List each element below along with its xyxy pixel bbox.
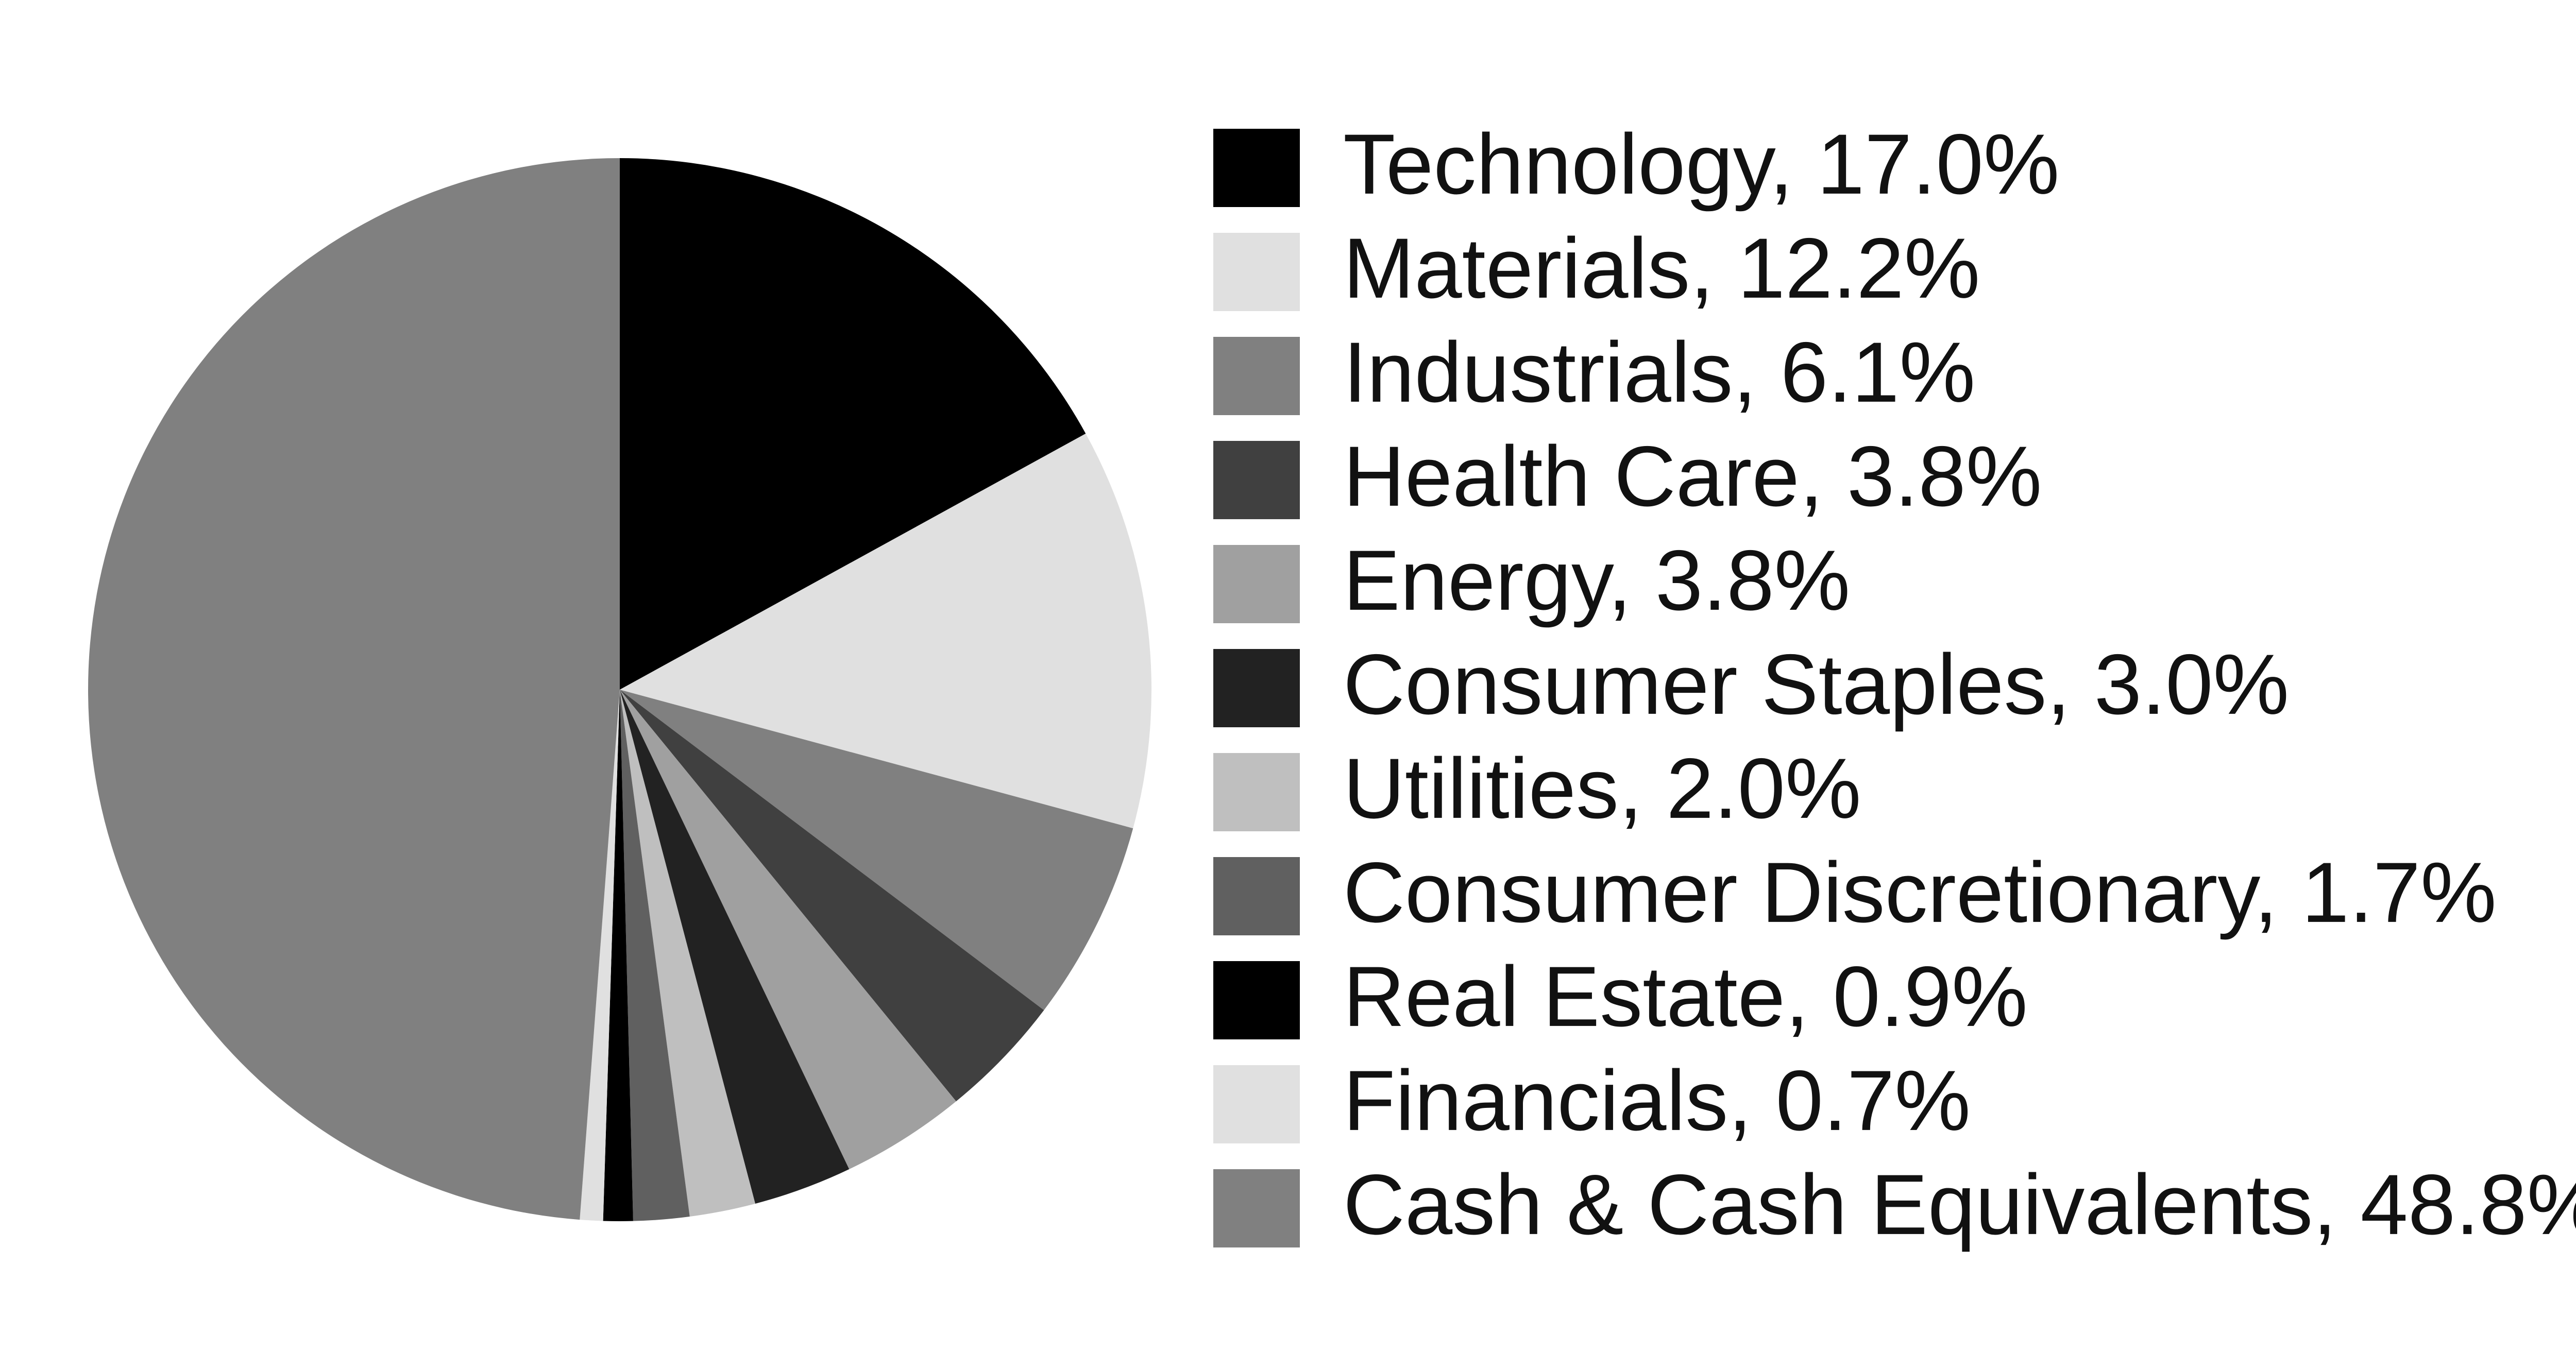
legend-label: Consumer Staples, 3.0% [1343,637,2289,732]
pie-slice [603,690,633,1221]
legend-swatch [1213,857,1300,935]
pie-slice [620,690,755,1217]
legend-label: Real Estate, 0.9% [1343,949,2028,1045]
pie-slice [620,690,956,1170]
legend-swatch [1213,649,1300,727]
pie-slice [620,158,1086,690]
legend-swatch [1213,753,1300,831]
pie-slice [620,690,690,1221]
legend-label: Cash & Cash Equivalents, 48.8% [1343,1157,2576,1253]
legend-swatch [1213,337,1300,415]
legend-swatch [1213,233,1300,311]
legend-label: Health Care, 3.8% [1343,429,2042,524]
legend-swatch [1213,961,1300,1039]
legend-label: Consumer Discretionary, 1.7% [1343,845,2497,940]
pie-slice [88,158,620,1220]
pie-slice [620,690,1044,1102]
legend-swatch [1213,1065,1300,1143]
pie-slice [620,433,1152,829]
pie-slice [620,690,1133,1011]
legend-swatch [1213,441,1300,519]
legend-label: Materials, 12.2% [1343,221,1980,316]
legend-swatch [1213,545,1300,623]
legend-label: Financials, 0.7% [1343,1053,1971,1149]
legend-label: Industrials, 6.1% [1343,325,1975,420]
legend-label: Technology, 17.0% [1343,117,2059,212]
legend-swatch [1213,1169,1300,1247]
legend-swatch [1213,129,1300,207]
pie-slice [580,690,620,1221]
legend-label: Energy, 3.8% [1343,533,1850,628]
pie-slice [620,690,850,1204]
legend-label: Utilities, 2.0% [1343,741,1861,836]
